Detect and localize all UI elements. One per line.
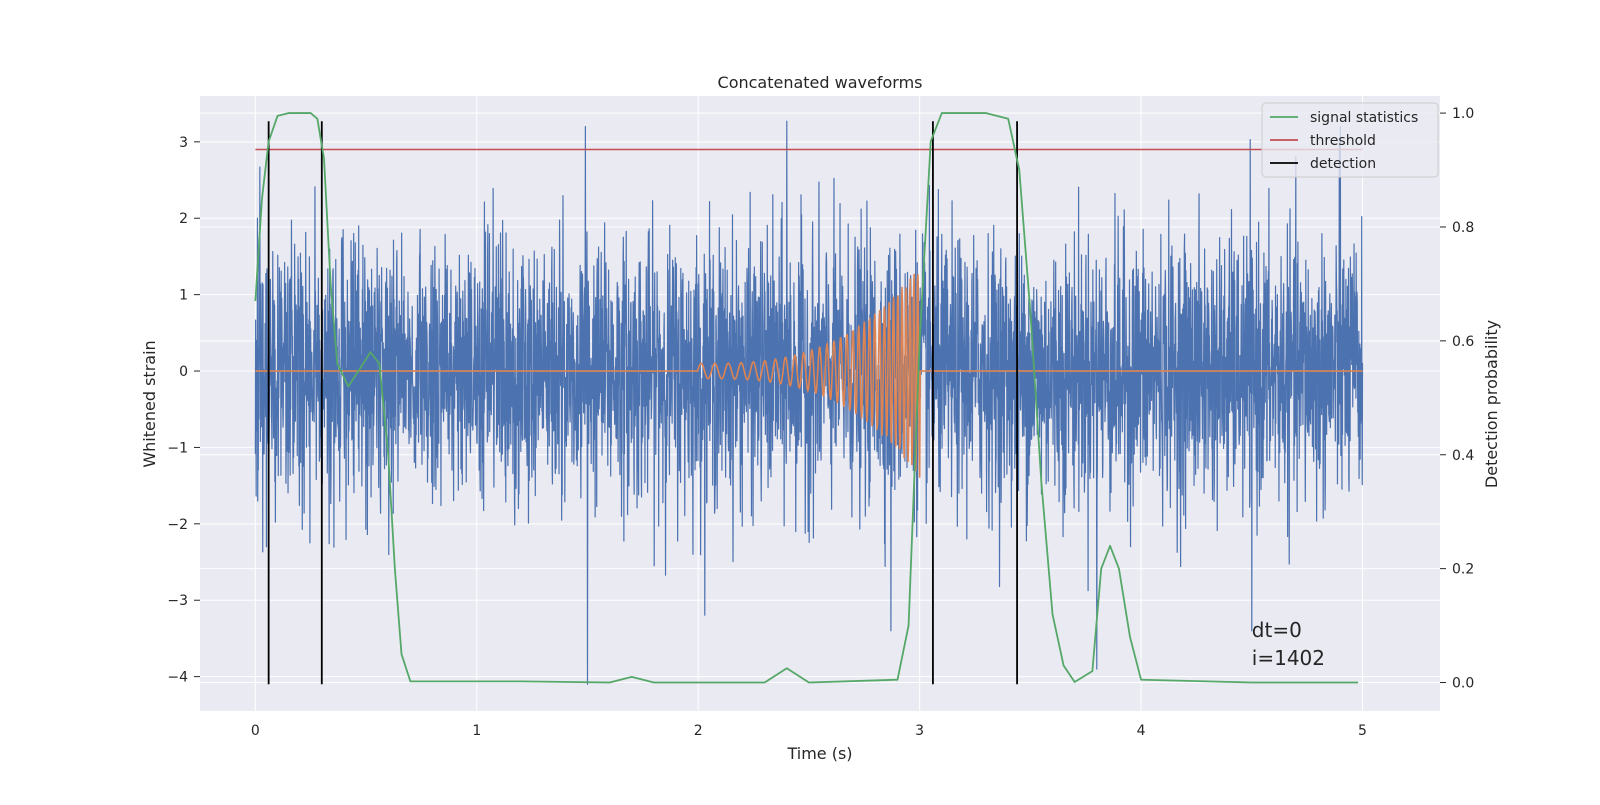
noise-series-line xyxy=(254,120,1364,685)
legend-box xyxy=(1261,102,1439,178)
annotation-text: dt=0 xyxy=(1252,618,1302,642)
x-tick-label: 0 xyxy=(251,723,260,739)
ticks: 0 1 2 3 4 5 −4 −3 −2 −1 0 1 2 3 0.0 0.2 0.4 0.6 0.8 1.0 xyxy=(167,106,1474,739)
plot-area xyxy=(254,112,1364,685)
x-tick-label: 4 xyxy=(1137,723,1146,739)
y-tick-label: 3 xyxy=(179,135,188,151)
legend: signal statistics threshold detection xyxy=(1261,102,1439,178)
legend-label: detection xyxy=(1310,156,1376,172)
waveform-series-line xyxy=(255,273,1363,478)
y-tick-label: −2 xyxy=(167,517,188,533)
y-tick-label: 2 xyxy=(179,211,188,227)
y-tick-label: −3 xyxy=(167,593,188,609)
annotation-text: i=1402 xyxy=(1252,646,1325,670)
legend-label: threshold xyxy=(1310,133,1376,149)
annotation: dt=0 i=1402 xyxy=(1252,618,1325,670)
y2-tick-label: 0.6 xyxy=(1452,334,1474,350)
y2-tick-label: 1.0 xyxy=(1452,106,1474,122)
y2-axis-label: Detection probability xyxy=(1482,320,1501,488)
x-tick-label: 5 xyxy=(1358,723,1367,739)
x-tick-label: 1 xyxy=(472,723,481,739)
y2-tick-label: 0.8 xyxy=(1452,220,1474,236)
x-tick-label: 2 xyxy=(694,723,703,739)
x-axis-label: Time (s) xyxy=(786,744,852,763)
y-tick-label: 1 xyxy=(179,288,188,304)
y-tick-label: −4 xyxy=(167,670,188,686)
y2-tick-label: 0.4 xyxy=(1452,448,1474,464)
y2-tick-label: 0.0 xyxy=(1452,676,1474,692)
y2-tick-label: 0.2 xyxy=(1452,562,1474,578)
chart-title: Concatenated waveforms xyxy=(718,73,923,92)
y-tick-label: 0 xyxy=(179,364,188,380)
signal-statistics-line xyxy=(254,112,1359,684)
legend-label: signal statistics xyxy=(1310,110,1418,126)
x-tick-label: 3 xyxy=(915,723,924,739)
y-axis-label: Whitened strain xyxy=(140,340,159,467)
y-tick-label: −1 xyxy=(167,440,188,456)
